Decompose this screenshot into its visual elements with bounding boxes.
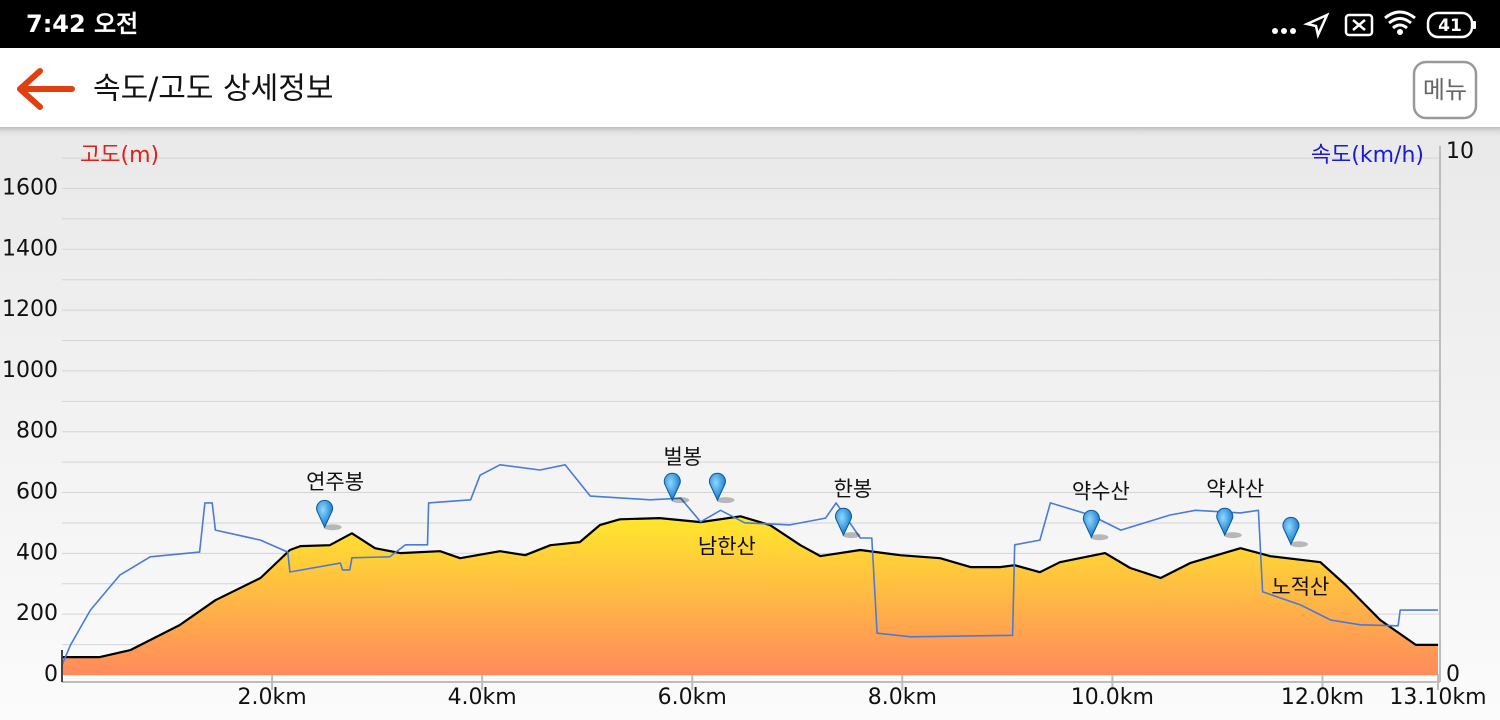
back-button[interactable] <box>17 68 75 110</box>
marker-pin <box>1082 509 1100 539</box>
peak-label: 남한산 <box>698 534 756 558</box>
x-tick-label: 4.0km <box>448 685 517 710</box>
axis-title: 고도(m) <box>80 143 159 168</box>
header <box>0 48 1500 127</box>
marker-pin <box>708 472 726 502</box>
y-tick-label: 800 <box>16 419 58 444</box>
status-bar <box>0 0 1500 48</box>
menu-button[interactable] <box>1412 60 1478 120</box>
peak-label: 약수산 <box>1072 479 1130 503</box>
axis-title: 속도(km/h) <box>1311 143 1424 168</box>
y-tick-label: 1400 <box>2 236 58 261</box>
pin-shadow <box>671 497 690 504</box>
marker-pin <box>316 499 334 529</box>
speed-line <box>61 464 1438 666</box>
header-shadow <box>0 127 1500 137</box>
pin-shadow <box>1223 532 1242 539</box>
x-tick-label: 12.0km <box>1281 685 1364 710</box>
marker-pin <box>1282 516 1300 546</box>
pin-shadow <box>323 524 342 531</box>
marker-pin <box>1216 507 1234 537</box>
peak-label: 한봉 <box>834 477 873 501</box>
y-tick-label: 1200 <box>2 297 58 322</box>
y-tick-label: 1000 <box>2 358 58 383</box>
menu-label: 메뉴 <box>1423 76 1467 104</box>
x-tick-label: 8.0km <box>868 685 937 710</box>
pin-shadow <box>1090 534 1109 541</box>
pin-shadow <box>1289 541 1308 548</box>
y2-tick-label: 0 <box>1446 662 1460 687</box>
status-icons <box>1272 10 1476 39</box>
peak-label: 벌봉 <box>663 445 702 469</box>
status-time: 7:42 오전 <box>26 10 138 38</box>
plot: 0 200 400 600 800 1000 1200 1400 1600 0 10 2.0km 4.0… <box>2 139 1487 710</box>
pin-shadow <box>716 497 735 504</box>
x-tick-label: 2.0km <box>237 685 306 710</box>
y-tick-label: 200 <box>16 601 58 626</box>
peak-label: 연주봉 <box>306 470 364 494</box>
marker-pin <box>834 507 852 537</box>
battery-level: 41 <box>1438 16 1462 36</box>
y-tick-label: 0 <box>44 662 58 687</box>
pin-shadow <box>842 532 861 539</box>
elevation-line <box>62 515 1438 659</box>
header-title: 속도/고도 상세정보 <box>93 72 333 107</box>
x-tick-label: 6.0km <box>658 685 727 710</box>
y-tick-label: 600 <box>16 480 58 505</box>
y-tick-label: 400 <box>16 540 58 565</box>
x-tick-label: 10.0km <box>1071 685 1154 710</box>
peak-label: 약사산 <box>1206 477 1264 501</box>
y-tick-label: 1600 <box>2 175 58 200</box>
peak-label: 노적산 <box>1271 575 1329 599</box>
marker-pin <box>663 472 681 502</box>
x-tick-label: 13.10km <box>1389 685 1486 710</box>
y2-tick-label: 10 <box>1446 139 1474 164</box>
